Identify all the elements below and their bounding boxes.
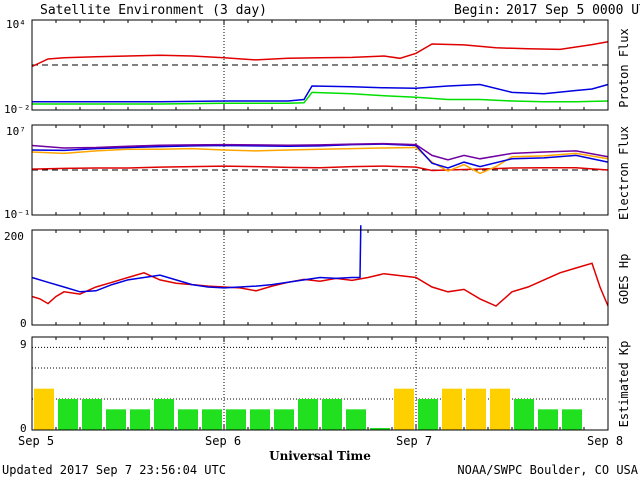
begin-value: 2017 Sep 5 0000 UTC xyxy=(506,3,640,18)
kp-ytick-bottom: 0 xyxy=(20,422,27,435)
goes-hp-panel xyxy=(31,225,609,326)
hp-ytick-top: 200 xyxy=(4,230,24,243)
kp-bar xyxy=(490,388,510,430)
kp-bar xyxy=(34,388,54,430)
kp-bar xyxy=(466,388,486,430)
electron-ytick-bottom: 10⁻¹ xyxy=(4,208,31,221)
kp-bar xyxy=(298,399,318,430)
electron-ytick-top: 10⁷ xyxy=(6,125,26,138)
kp-bar xyxy=(130,409,150,430)
kp-bar xyxy=(562,409,582,430)
xaxis-label: Universal Time xyxy=(269,449,371,463)
kp-bar xyxy=(274,409,294,430)
chart-title: Satellite Environment (3 day) xyxy=(40,3,267,18)
kp-bar xyxy=(346,409,366,430)
kp-bar xyxy=(226,409,246,430)
proton-series-line xyxy=(31,41,609,68)
electron-series-line xyxy=(31,142,609,161)
kp-bar xyxy=(58,399,78,430)
proton-ylabel: Proton Flux xyxy=(617,28,631,107)
panel-frame xyxy=(31,19,609,111)
kp-bar xyxy=(250,409,270,430)
proton-ytick-top: 10⁴ xyxy=(6,18,26,31)
kp-bar xyxy=(514,399,534,430)
xtick-sep6: Sep 6 xyxy=(205,434,241,448)
goes-hp-series-line xyxy=(31,262,609,307)
kp-bar xyxy=(370,428,390,430)
kp-bar xyxy=(202,409,222,430)
kp-bar xyxy=(538,409,558,430)
hp-ytick-bottom: 0 xyxy=(20,317,27,330)
begin-label: Begin: xyxy=(454,3,501,18)
electron-series-line xyxy=(31,146,609,175)
electron-flux-panel xyxy=(31,124,609,216)
goes-hp-series-line xyxy=(31,225,362,293)
hp-ylabel: GOES Hp xyxy=(617,254,631,305)
kp-bar xyxy=(82,399,102,430)
estimated-kp-panel xyxy=(31,336,609,431)
electron-ylabel: Electron Flux xyxy=(617,126,631,220)
kp-ylabel: Estimated Kp xyxy=(617,341,631,428)
credit-text: NOAA/SWPC Boulder, CO USA xyxy=(457,463,638,477)
updated-timestamp: Updated 2017 Sep 7 23:56:04 UTC xyxy=(2,463,226,477)
kp-bar xyxy=(106,409,126,430)
proton-series-line xyxy=(32,83,609,103)
kp-bar xyxy=(418,399,438,430)
xtick-sep5: Sep 5 xyxy=(18,434,54,448)
electron-series-line xyxy=(31,165,609,172)
kp-bar xyxy=(154,399,174,430)
proton-series-line xyxy=(32,91,609,105)
xtick-sep7: Sep 7 xyxy=(396,434,432,448)
kp-bar xyxy=(178,409,198,430)
kp-bar xyxy=(442,388,462,430)
proton-flux-panel xyxy=(31,19,609,111)
kp-bar xyxy=(394,388,414,430)
proton-ytick-bottom: 10⁻² xyxy=(4,103,31,116)
xtick-sep8: Sep 8 xyxy=(587,434,623,448)
kp-ytick-top: 9 xyxy=(20,338,27,351)
panel-frame xyxy=(31,124,609,216)
kp-bar xyxy=(322,399,342,430)
